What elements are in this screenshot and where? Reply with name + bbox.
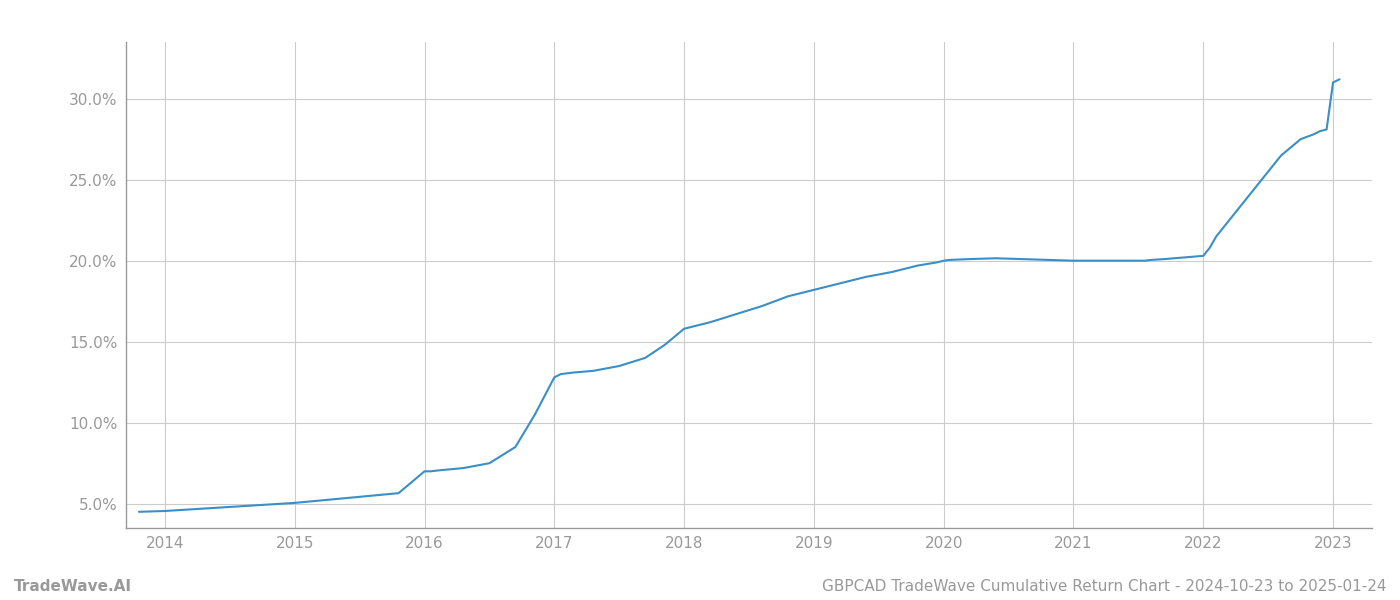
Text: TradeWave.AI: TradeWave.AI bbox=[14, 579, 132, 594]
Text: GBPCAD TradeWave Cumulative Return Chart - 2024-10-23 to 2025-01-24: GBPCAD TradeWave Cumulative Return Chart… bbox=[822, 579, 1386, 594]
